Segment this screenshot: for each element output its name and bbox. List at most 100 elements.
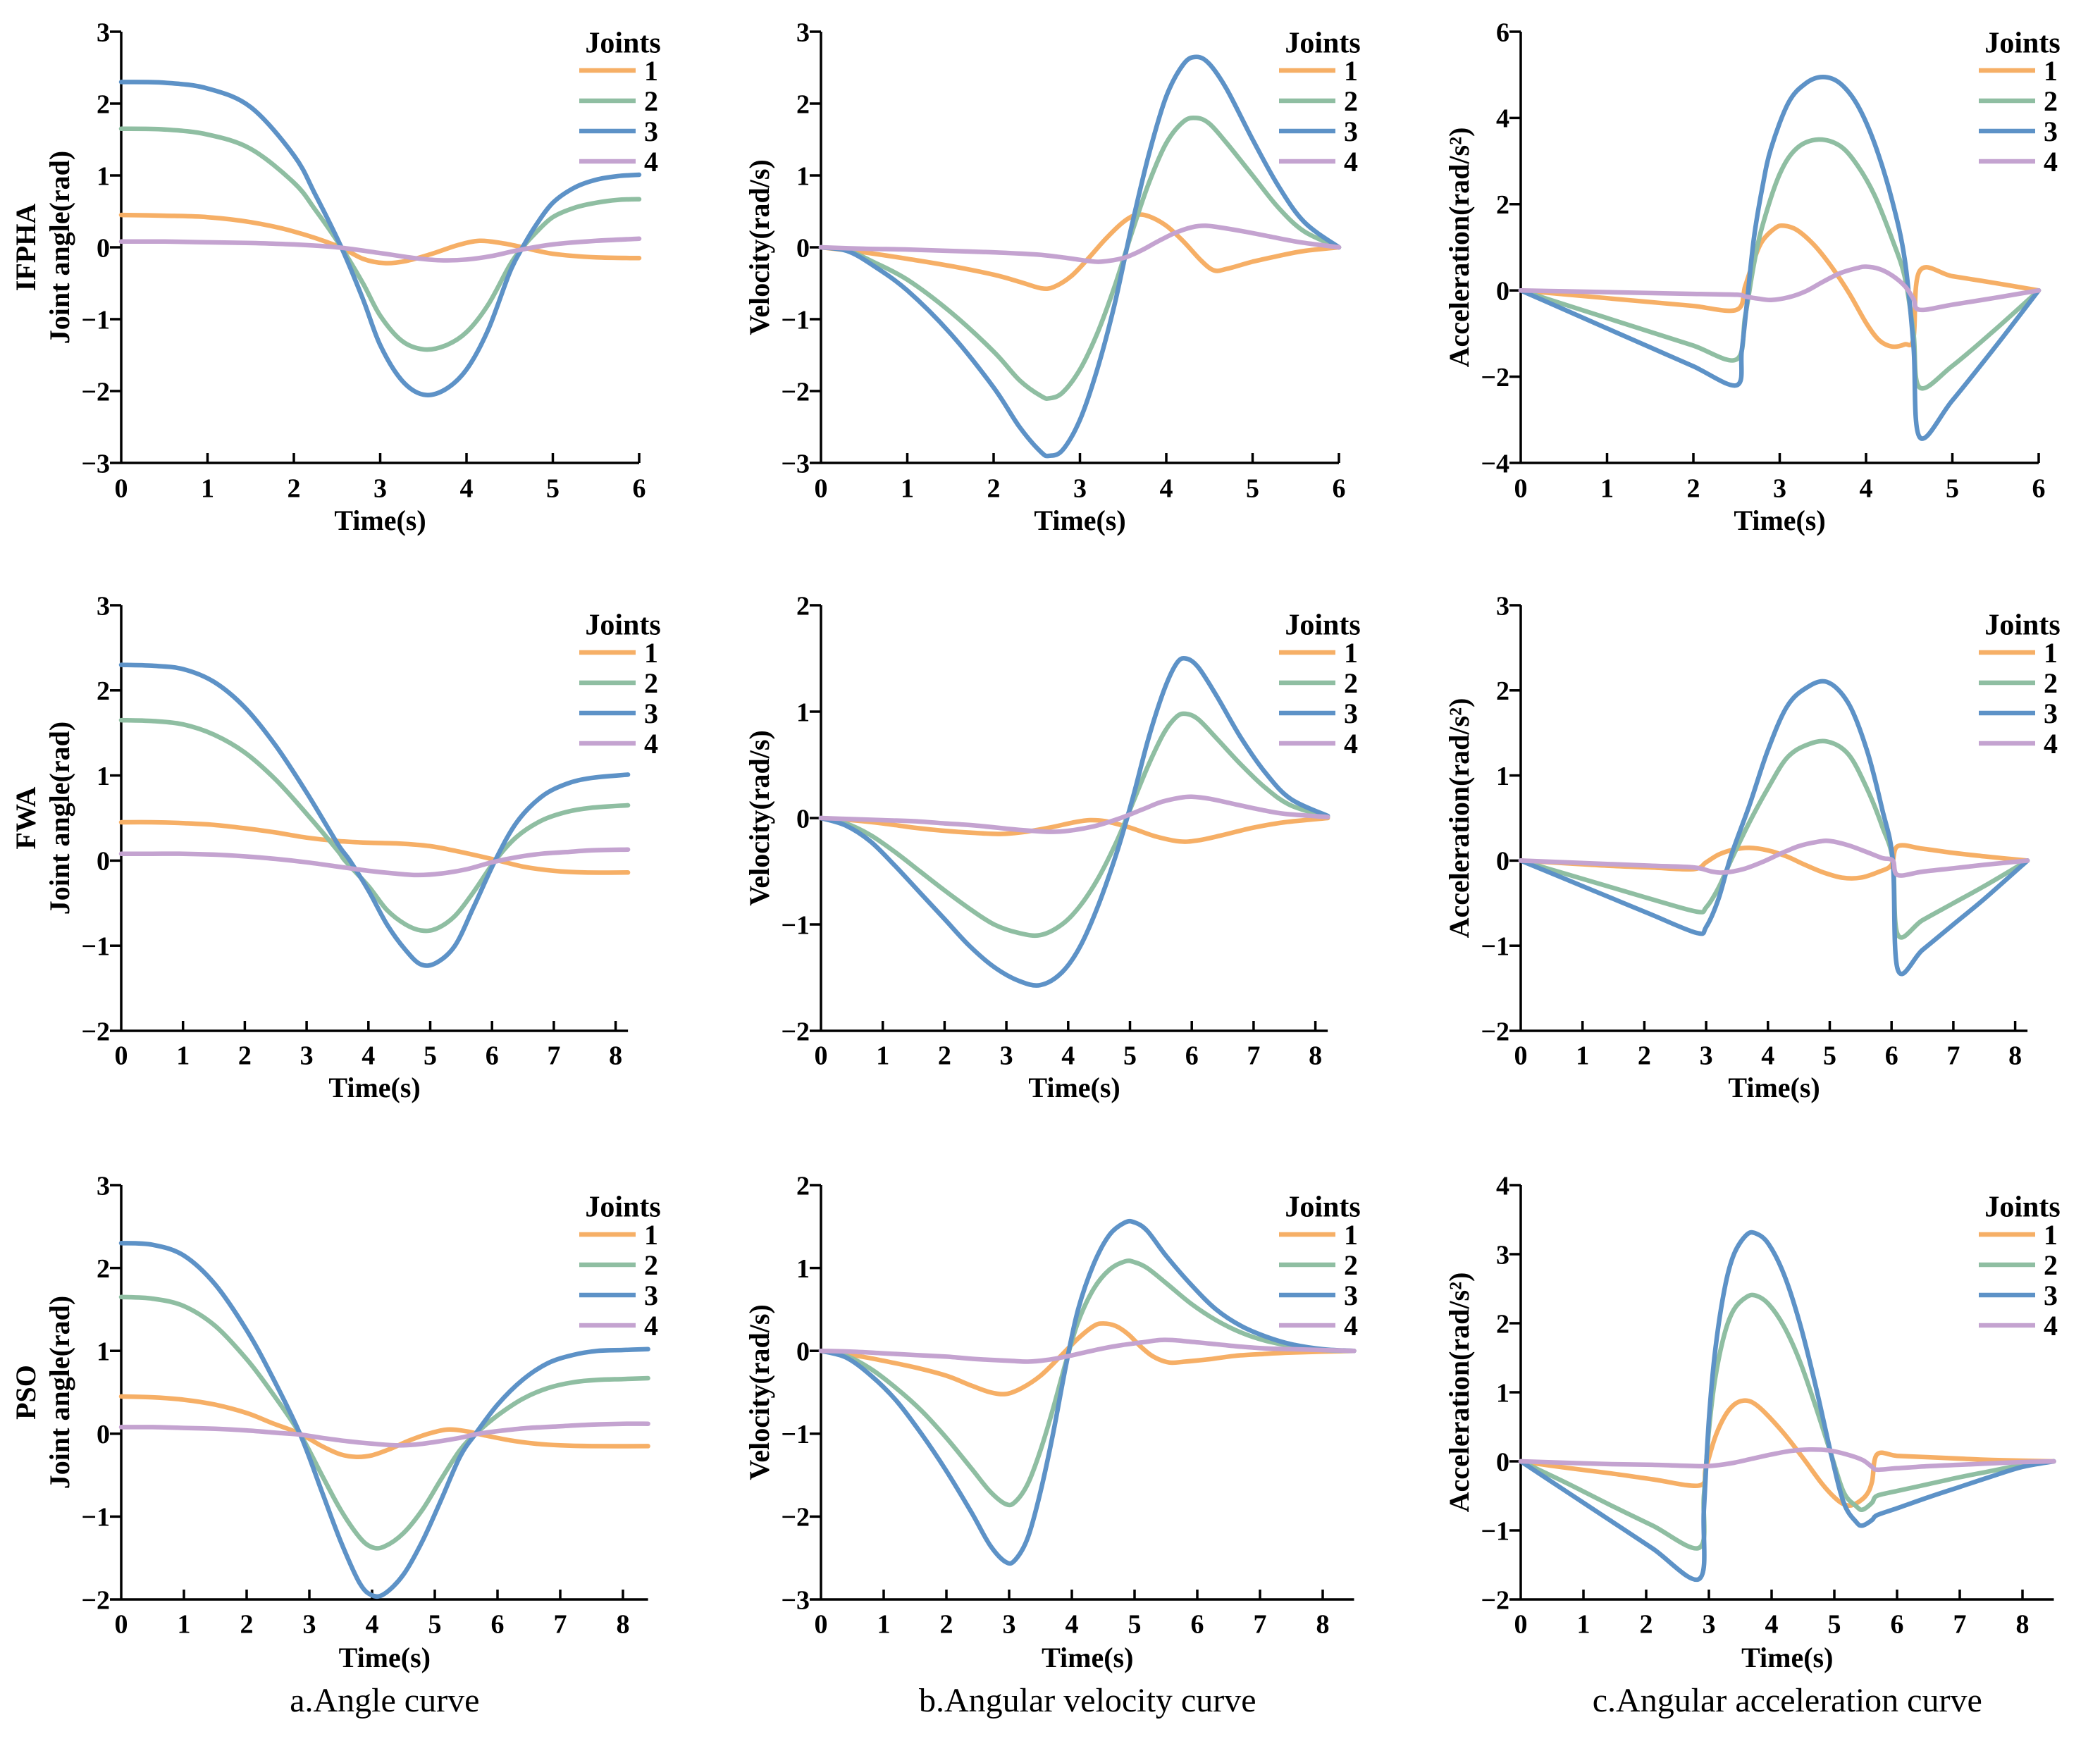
x-tick-label: 7 [1254,1609,1267,1639]
legend-title: Joints [1285,1191,1360,1224]
x-tick-label: 8 [609,1041,622,1070]
y-tick-label: 1 [97,1337,110,1367]
legend-label-4: 4 [644,1310,658,1342]
chart-caption: b.Angular velocity curve [919,1682,1256,1719]
x-tick-label: 3 [1003,1609,1016,1639]
x-axis-label: Time(s) [1034,504,1125,536]
series-line-joint-1 [818,212,1342,292]
x-tick-label: 3 [303,1609,316,1639]
row-label: PSO [10,1365,42,1420]
x-tick-label: 2 [940,1609,953,1639]
legend-label-2: 2 [1344,85,1358,117]
x-tick-label: 6 [1191,1609,1204,1639]
y-tick-label: 1 [1496,1378,1509,1408]
x-tick-label: 5 [1128,1609,1142,1639]
legend-label-4: 4 [2044,1310,2058,1342]
x-tick-label: 0 [815,1609,828,1639]
x-tick-label: 8 [1316,1609,1330,1639]
y-tick-label: −3 [781,449,810,478]
x-tick-label: 7 [1946,1041,1960,1070]
y-axis-label: Velocity(rad/s) [743,1304,775,1480]
series-line-joint-3 [118,80,642,397]
legend-label-1: 1 [644,1219,658,1251]
x-tick-label: 0 [1514,1041,1528,1070]
x-tick-label: 5 [546,473,560,503]
y-tick-label: 1 [97,762,110,791]
y-tick-label: 2 [796,591,810,621]
x-tick-label: 5 [424,1041,437,1070]
legend-label-2: 2 [644,667,658,699]
y-tick-label: 1 [796,698,810,727]
y-tick-label: 3 [97,18,110,47]
y-tick-label: −1 [781,1420,810,1449]
y-tick-label: 2 [1496,190,1509,220]
y-axis-label: Acceleration(rad/s²) [1443,698,1475,939]
x-axis-label: Time(s) [1741,1642,1833,1673]
legend-label-4: 4 [1344,1310,1358,1342]
x-tick-label: 2 [1687,473,1700,503]
y-tick-label: 0 [1496,1447,1509,1477]
x-tick-label: 0 [815,1041,828,1070]
y-tick-label: 1 [97,161,110,191]
series-line-joint-1 [1518,223,2042,349]
x-tick-label: 2 [1638,1041,1651,1070]
y-axis-label: Acceleration(rad/s²) [1443,128,1475,368]
series-line-joint-2 [118,1294,650,1551]
legend-label-1: 1 [1344,55,1358,87]
chart-fwa-acceleration: 0 1 2 3 4 5 6 7 8−2−10123Time(s)Acceleration(rad… [1443,591,2061,1103]
series-line-joint-3 [818,656,1330,988]
x-axis-label: Time(s) [1028,1072,1120,1103]
x-tick-label: 0 [115,1609,128,1639]
y-axis-label: Joint angle(rad) [44,151,75,344]
y-tick-label: 2 [1496,676,1509,706]
legend-label-1: 1 [644,637,658,669]
y-tick-label: −2 [1481,1585,1509,1615]
series-line-joint-4 [1518,264,2042,313]
x-tick-label: 1 [201,473,214,503]
y-axis-label: Velocity(rad/s) [743,159,775,335]
legend-label-3: 3 [1344,698,1358,729]
x-tick-label: 8 [617,1609,630,1639]
series-line-joint-3 [1518,1230,2056,1583]
y-tick-label: −2 [1481,363,1509,392]
series-line-joint-4 [118,236,642,263]
legend-label-2: 2 [1344,1249,1358,1281]
legend-label-4: 4 [644,728,658,760]
chart-ifpha-velocity: 0 1 2 3 4 5 6−3−2−10123Time(s)Velocity(rad/s)J… [743,18,1361,536]
series-line-joint-3 [818,54,1342,459]
series-line-joint-1 [118,1394,650,1459]
series-line-joint-4 [1518,1447,2056,1473]
series-line-joint-3 [118,662,631,968]
legend-label-3: 3 [644,1280,658,1311]
x-tick-label: 7 [547,1041,560,1070]
x-tick-label: 5 [1123,1041,1137,1070]
x-tick-label: 4 [1765,1609,1779,1639]
legend-title: Joints [1285,609,1360,642]
x-tick-label: 0 [115,1041,128,1070]
y-axis-label: Joint angle(rad) [44,1296,75,1489]
x-tick-label: 5 [428,1609,442,1639]
y-tick-label: −2 [81,1017,110,1046]
x-tick-label: 8 [1309,1041,1322,1070]
y-tick-label: 1 [796,1254,810,1284]
x-tick-label: 3 [1073,473,1087,503]
legend-label-1: 1 [1344,1219,1358,1251]
x-tick-label: 4 [460,473,474,503]
series-line-joint-2 [118,126,642,352]
y-axis-label: Acceleration(rad/s²) [1443,1273,1475,1513]
series-line-joint-2 [818,115,1342,401]
series-line-joint-2 [818,1258,1357,1508]
legend-label-4: 4 [2044,146,2058,178]
chart-caption: c.Angular acceleration curve [1593,1682,1982,1719]
y-tick-label: 0 [97,847,110,877]
y-tick-label: 0 [1496,277,1509,307]
x-tick-label: 0 [1514,1609,1528,1639]
series-line-joint-3 [1518,679,2030,977]
y-tick-label: 0 [97,1420,110,1449]
series-line-joint-4 [818,794,1330,834]
